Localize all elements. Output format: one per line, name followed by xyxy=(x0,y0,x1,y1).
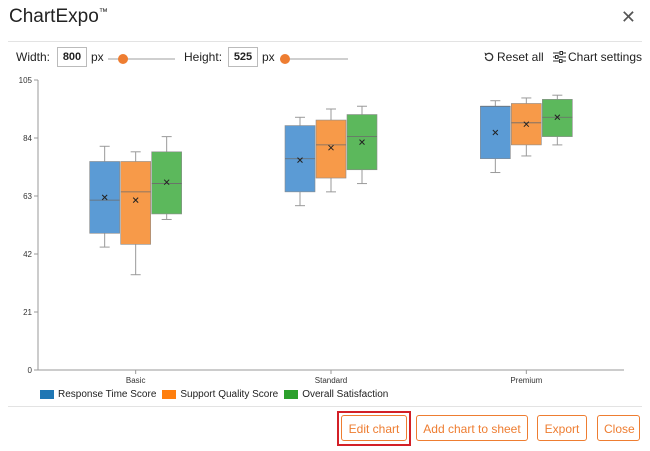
app-title: ChartExpo™ xyxy=(9,6,108,27)
y-tick-label: 21 xyxy=(23,308,32,317)
legend-item: Response Time Score xyxy=(40,389,156,400)
x-tick-label: Standard xyxy=(315,376,347,384)
mean-marker xyxy=(554,114,561,121)
export-button[interactable]: Export xyxy=(537,415,587,441)
mean-marker xyxy=(359,139,365,145)
width-slider-handle[interactable] xyxy=(117,54,128,64)
height-label: Height: xyxy=(184,50,223,64)
mean-marker xyxy=(328,144,334,151)
mean-marker xyxy=(523,121,530,128)
close-button[interactable]: Close xyxy=(597,415,640,441)
mean-marker xyxy=(297,157,303,163)
legend-label: Response Time Score xyxy=(58,389,157,400)
reset-all-label: Reset all xyxy=(497,50,544,64)
legend-item: Support Quality Score xyxy=(162,389,278,400)
footer-divider xyxy=(8,406,642,407)
mean-marker xyxy=(101,194,108,201)
box xyxy=(315,119,347,179)
add-chart-to-sheet-button[interactable]: Add chart to sheet xyxy=(416,415,528,441)
x-tick-label: Premium xyxy=(510,376,542,384)
reset-all-button[interactable]: Reset all xyxy=(483,50,544,64)
height-input[interactable] xyxy=(228,47,258,67)
height-slider-handle[interactable] xyxy=(280,54,291,64)
x-tick-label: Basic xyxy=(126,376,146,384)
width-input[interactable] xyxy=(57,47,87,67)
y-tick-label: 0 xyxy=(28,366,33,375)
mean-marker xyxy=(132,197,139,203)
box xyxy=(120,161,151,245)
mean-marker xyxy=(163,179,170,186)
box xyxy=(542,99,573,137)
chart-settings-button[interactable]: Chart settings xyxy=(553,50,642,64)
header-divider xyxy=(8,41,642,42)
width-label: Width: xyxy=(16,50,51,64)
chart-settings-label: Chart settings xyxy=(568,50,643,64)
legend-swatch xyxy=(40,390,54,399)
settings-sliders-icon xyxy=(553,51,566,63)
legend-label: Overall Satisfaction xyxy=(302,389,389,400)
height-slider[interactable] xyxy=(280,58,348,60)
height-unit: px xyxy=(262,50,275,64)
edit-chart-highlight xyxy=(337,411,411,446)
legend-label: Support Quality Score xyxy=(180,389,279,400)
close-icon[interactable]: ✕ xyxy=(620,7,636,27)
width-slider[interactable] xyxy=(108,58,175,60)
y-tick-label: 84 xyxy=(23,134,32,143)
chart-legend: Response Time Score Support Quality Scor… xyxy=(40,389,394,400)
legend-item: Overall Satisfaction xyxy=(284,389,388,400)
y-tick-label: 105 xyxy=(19,76,33,85)
y-tick-label: 42 xyxy=(23,250,32,259)
reset-icon xyxy=(484,52,494,62)
width-unit: px xyxy=(91,50,104,64)
legend-swatch xyxy=(284,390,299,399)
edit-chart-button[interactable]: Edit chart xyxy=(341,415,407,441)
mean-marker xyxy=(492,129,499,136)
y-tick-label: 63 xyxy=(23,192,32,201)
box-plot-chart: 0 21 42 63 84 105 Basic Standard Premium xyxy=(19,76,624,384)
legend-swatch xyxy=(162,390,177,399)
